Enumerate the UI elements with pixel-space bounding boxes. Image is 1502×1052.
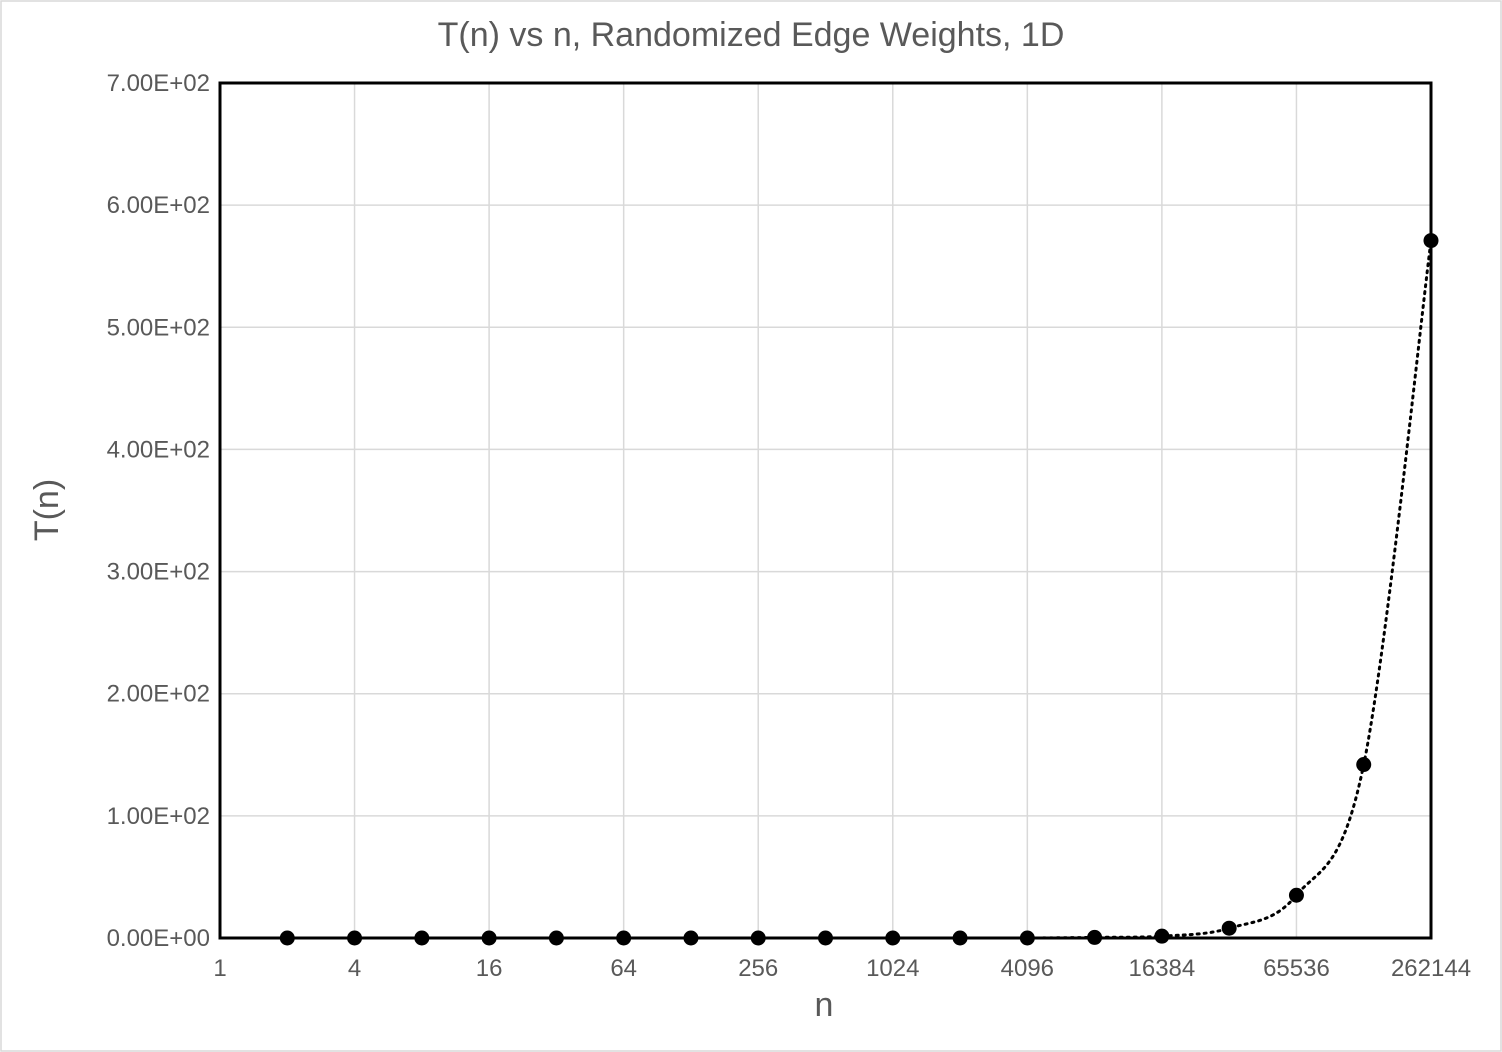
data-point	[481, 930, 497, 946]
x-tick-labels: 1 4 16 64 256 1024 4096 16384 65536 262144	[213, 955, 1471, 982]
grid-lines	[219, 82, 1432, 939]
data-point	[1019, 930, 1035, 946]
data-point	[683, 930, 699, 946]
data-point	[1423, 233, 1439, 249]
x-tick-label: 1024	[866, 955, 919, 982]
y-tick-label: 3.00E+02	[107, 559, 210, 586]
data-point	[750, 930, 766, 946]
data-point	[548, 930, 564, 946]
y-tick-label: 5.00E+02	[107, 314, 210, 341]
trend-lines	[285, 239, 1433, 940]
data-points	[279, 233, 1439, 946]
x-tick-label: 256	[738, 955, 778, 982]
x-tick-label: 4096	[1001, 955, 1054, 982]
x-tick-label: 4	[348, 955, 361, 982]
y-tick-label: 2.00E+02	[107, 681, 210, 708]
data-point	[1154, 928, 1170, 944]
y-tick-labels: 0.00E+00 1.00E+02 2.00E+02 3.00E+02 4.00E+02…	[107, 70, 210, 952]
x-tick-label: 262144	[1391, 955, 1471, 982]
data-point	[1221, 920, 1237, 936]
y-tick-label: 6.00E+02	[107, 192, 210, 219]
y-tick-label: 1.00E+02	[107, 803, 210, 830]
x-tick-label: 16	[476, 955, 503, 982]
x-axis-label: n	[815, 986, 834, 1024]
series-trend-line	[285, 239, 1433, 940]
data-point	[279, 930, 295, 946]
y-tick-label: 4.00E+02	[107, 436, 210, 463]
plot-area-border	[218, 81, 1433, 940]
x-tick-label: 65536	[1263, 955, 1330, 982]
data-point	[952, 930, 968, 946]
y-tick-label: 7.00E+02	[107, 70, 210, 97]
y-axis-label: T(n)	[28, 479, 66, 541]
data-point	[616, 930, 632, 946]
data-point	[885, 930, 901, 946]
x-tick-label: 64	[610, 955, 637, 982]
data-point	[1356, 757, 1372, 773]
data-point	[414, 930, 430, 946]
chart-title: T(n) vs n, Randomized Edge Weights, 1D	[438, 16, 1065, 54]
x-tick-label: 1	[213, 955, 226, 982]
y-tick-label: 0.00E+00	[107, 925, 210, 952]
data-point	[347, 930, 363, 946]
data-point	[1288, 887, 1304, 903]
data-point	[818, 930, 833, 946]
x-tick-label: 16384	[1129, 955, 1196, 982]
data-point	[1087, 929, 1103, 945]
